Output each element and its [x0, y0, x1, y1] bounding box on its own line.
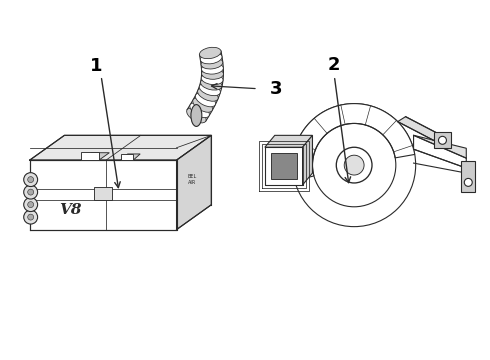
Ellipse shape: [199, 47, 221, 59]
Polygon shape: [271, 153, 296, 179]
Polygon shape: [121, 154, 133, 160]
Ellipse shape: [196, 93, 216, 107]
Circle shape: [344, 155, 364, 175]
Circle shape: [24, 185, 38, 199]
Circle shape: [28, 214, 34, 220]
Polygon shape: [121, 154, 140, 160]
Polygon shape: [30, 160, 176, 230]
Polygon shape: [265, 135, 313, 147]
Text: 1: 1: [90, 57, 102, 75]
Polygon shape: [398, 117, 441, 140]
Ellipse shape: [197, 88, 218, 101]
Circle shape: [465, 179, 472, 186]
Ellipse shape: [200, 78, 222, 90]
Polygon shape: [302, 135, 313, 185]
Circle shape: [439, 136, 446, 144]
Ellipse shape: [201, 73, 223, 85]
Polygon shape: [94, 186, 112, 201]
Ellipse shape: [191, 105, 202, 126]
Text: V8: V8: [60, 203, 82, 217]
Polygon shape: [414, 135, 466, 158]
Circle shape: [28, 189, 34, 195]
Polygon shape: [30, 135, 211, 160]
Polygon shape: [81, 153, 109, 160]
Ellipse shape: [201, 58, 223, 69]
Polygon shape: [414, 135, 466, 168]
Text: 2: 2: [328, 56, 341, 74]
Ellipse shape: [190, 103, 209, 118]
Circle shape: [24, 210, 38, 224]
Polygon shape: [434, 132, 451, 148]
Ellipse shape: [193, 98, 213, 112]
Ellipse shape: [200, 53, 222, 64]
Polygon shape: [293, 104, 415, 181]
Text: BEL
AIR: BEL AIR: [188, 174, 197, 185]
Polygon shape: [265, 147, 302, 185]
Polygon shape: [176, 135, 211, 230]
Ellipse shape: [187, 108, 206, 123]
Ellipse shape: [199, 83, 220, 96]
Polygon shape: [461, 161, 475, 192]
Circle shape: [24, 198, 38, 212]
Circle shape: [336, 147, 372, 183]
Ellipse shape: [201, 63, 223, 74]
Text: 3: 3: [270, 80, 282, 98]
Circle shape: [28, 177, 34, 183]
Circle shape: [28, 202, 34, 208]
Circle shape: [24, 173, 38, 186]
Polygon shape: [81, 152, 99, 160]
Ellipse shape: [201, 68, 223, 79]
